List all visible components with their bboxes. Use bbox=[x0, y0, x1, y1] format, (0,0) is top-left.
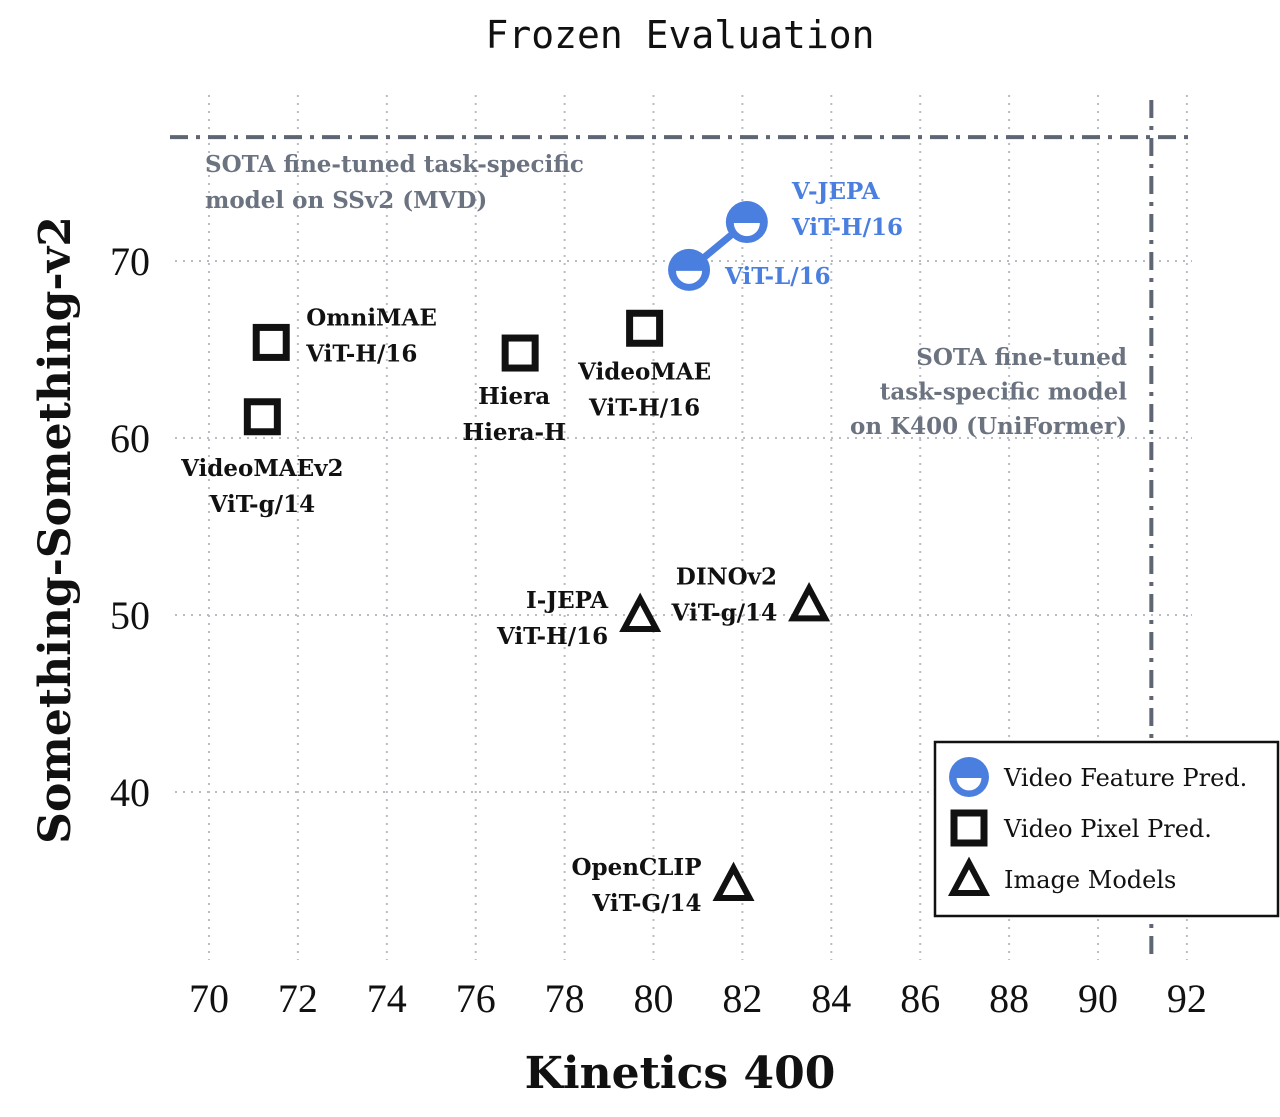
x-tick-label: 92 bbox=[1167, 976, 1207, 1021]
point-label: ViT-g/14 bbox=[209, 491, 316, 518]
half-filled-circle-marker bbox=[725, 201, 768, 244]
x-tick-label: 70 bbox=[189, 976, 229, 1021]
x-tick-label: 80 bbox=[634, 976, 674, 1021]
chart-title: Frozen Evaluation bbox=[486, 13, 875, 57]
legend-marker-video-feature bbox=[949, 757, 989, 797]
y-tick-label: 60 bbox=[110, 416, 150, 461]
point-label: VideoMAE bbox=[577, 358, 711, 385]
sota-ssv2-label: model on SSv2 (MVD) bbox=[205, 187, 487, 214]
point-label: ViT-H/16 bbox=[791, 214, 903, 241]
sota-k400-label: task-specific model bbox=[880, 379, 1128, 406]
marker-inner-half bbox=[733, 223, 760, 237]
point-label: Hiera bbox=[478, 383, 550, 410]
point-label: OpenCLIP bbox=[571, 854, 701, 881]
sota-k400-label: SOTA fine-tuned bbox=[916, 344, 1127, 371]
marker-inner-half bbox=[676, 270, 703, 284]
data-point bbox=[788, 582, 831, 622]
point-label: ViT-H/16 bbox=[496, 623, 608, 650]
point-label: VideoMAEv2 bbox=[180, 455, 343, 482]
half-filled-circle-marker bbox=[668, 248, 711, 291]
y-axis-label: Something-Something-v2 bbox=[30, 216, 81, 844]
data-point bbox=[725, 201, 768, 244]
point-label: DINOv2 bbox=[676, 563, 777, 590]
data-point bbox=[501, 334, 539, 372]
point-label: OmniMAE bbox=[306, 304, 437, 331]
data-point bbox=[243, 398, 281, 436]
data-point bbox=[252, 323, 290, 361]
y-tick-label: 40 bbox=[110, 770, 150, 815]
point-label: ViT-G/14 bbox=[591, 890, 701, 917]
point-label: ViT-H/16 bbox=[305, 340, 417, 367]
point-label: Hiera-H bbox=[462, 419, 565, 446]
x-tick-label: 76 bbox=[456, 976, 496, 1021]
point-label: V-JEPA bbox=[791, 178, 881, 205]
data-point bbox=[626, 309, 664, 347]
data-point bbox=[712, 861, 755, 902]
x-tick-label: 90 bbox=[1078, 976, 1118, 1021]
legend-marker-image-models bbox=[948, 856, 990, 896]
tick-labels: 70 72 74 76 78 80 82 84 86 88 90 92 40 50 60 70 bbox=[110, 239, 1207, 1021]
half-filled-circle-marker bbox=[949, 757, 989, 797]
x-tick-label: 88 bbox=[989, 976, 1029, 1021]
x-tick-label: 74 bbox=[367, 976, 407, 1021]
x-tick-label: 78 bbox=[545, 976, 585, 1021]
x-tick-label: 82 bbox=[722, 976, 762, 1021]
legend-label: Image Models bbox=[1004, 866, 1176, 894]
y-tick-label: 70 bbox=[110, 239, 150, 284]
legend: Video Feature Pred. Video Pixel Pred. Imag… bbox=[933, 740, 1280, 918]
reference-lines: SOTA fine-tuned task-specific model on SS… bbox=[170, 100, 1192, 962]
data-point bbox=[668, 248, 711, 291]
sota-ssv2-label: SOTA fine-tuned task-specific bbox=[205, 151, 584, 178]
x-tick-label: 84 bbox=[811, 976, 851, 1021]
point-label: ViT-g/14 bbox=[671, 599, 778, 626]
x-tick-label: 72 bbox=[278, 976, 318, 1021]
legend-label: Video Feature Pred. bbox=[1003, 764, 1247, 792]
point-label: ViT-L/16 bbox=[724, 263, 831, 290]
legend-marker-video-pixel bbox=[950, 809, 988, 847]
grid bbox=[175, 95, 1192, 960]
legend-box bbox=[933, 740, 1280, 918]
y-tick-label: 50 bbox=[110, 593, 150, 638]
point-label: I-JEPA bbox=[526, 587, 609, 614]
x-axis-label: Kinetics 400 bbox=[525, 1048, 836, 1099]
sota-k400-label: on K400 (UniFormer) bbox=[850, 413, 1127, 440]
x-tick-label: 86 bbox=[900, 976, 940, 1021]
point-labels: ViT-L/16 V-JEPA ViT-H/16 OmniMAE ViT-H/16 Vid… bbox=[180, 178, 903, 917]
data-points bbox=[243, 201, 831, 902]
marker-inner-half bbox=[956, 778, 982, 791]
legend-label: Video Pixel Pred. bbox=[1003, 815, 1212, 843]
data-point bbox=[619, 592, 662, 632]
point-label: ViT-H/16 bbox=[588, 394, 700, 421]
